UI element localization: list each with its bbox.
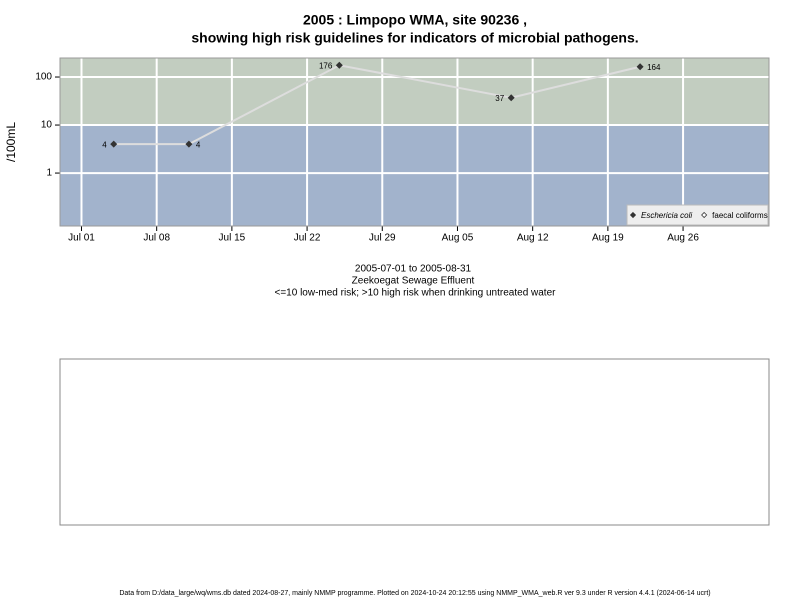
legend-label: faecal coliforms [712, 211, 768, 220]
y-tick-label: 1 [46, 168, 52, 179]
x-tick-label: Aug 26 [667, 233, 699, 244]
plot-frame [59, 57, 770, 227]
x-tick-label: Aug 19 [592, 233, 624, 244]
legend-label: Eschericia coli [641, 211, 692, 220]
legend-marker [701, 211, 708, 219]
data-label: 176 [319, 61, 333, 70]
y-axis-label: /100mL [4, 122, 18, 162]
data-point [636, 63, 644, 71]
x-tick-label: Jul 22 [294, 233, 321, 244]
note: <=10 low-med risk; >10 high risk when dr… [275, 288, 557, 299]
x-tick-label: Aug 12 [517, 233, 549, 244]
empty-panel [59, 358, 770, 526]
x-tick-label: Jul 08 [143, 233, 170, 244]
x-tick-label: Jul 01 [68, 233, 95, 244]
y-tick-label: 10 [41, 120, 53, 131]
chart-title: 2005 : Limpopo WMA, site 90236 , [303, 12, 527, 28]
data-point [110, 140, 118, 148]
legend-marker [629, 211, 637, 219]
y-tick-label: 100 [35, 72, 52, 83]
data-label: 4 [102, 140, 107, 149]
data-point [507, 94, 515, 102]
data-label: 4 [196, 140, 201, 149]
x-tick-label: Jul 29 [369, 233, 396, 244]
high-risk-band [60, 58, 769, 126]
legend-box [626, 204, 769, 226]
data-label: 164 [647, 63, 661, 72]
note: Zeekoegat Sewage Effluent [352, 276, 475, 287]
x-tick-label: Jul 15 [219, 233, 246, 244]
x-tick-label: Aug 05 [442, 233, 474, 244]
chart-title: showing high risk guidelines for indicat… [191, 30, 638, 46]
note: 2005-07-01 to 2005-08-31 [355, 264, 472, 275]
footer: Data from D:/data_large/wq/wms.db dated … [119, 590, 710, 597]
data-label: 37 [495, 94, 504, 103]
data-point [335, 61, 343, 69]
data-point [185, 140, 193, 148]
